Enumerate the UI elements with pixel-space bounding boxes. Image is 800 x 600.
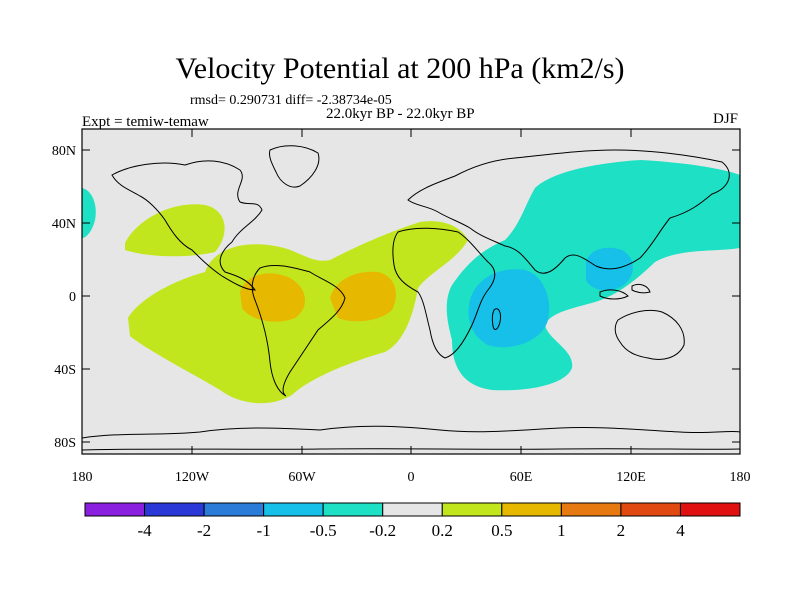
coastlines: [82, 145, 740, 451]
colorbar-label-5: 0.2: [432, 521, 453, 540]
pacific-max-region: [240, 273, 306, 322]
time-period: 22.0kyr BP - 22.0kyr BP: [326, 106, 475, 122]
colorbar-box-10: [679, 502, 741, 517]
longitude-ticks: [81, 129, 741, 454]
colorbar-box-1: [144, 502, 205, 517]
west-edge-negative-region: [82, 188, 96, 238]
colorbar-box-4: [322, 502, 384, 517]
lon-label-180w: 180: [72, 470, 93, 485]
colorbar-box-3: [263, 502, 324, 517]
atlantic-max-region: [330, 271, 396, 322]
colorbar-box-8: [560, 502, 622, 517]
colorbar-label-8: 2: [617, 521, 626, 540]
colorbar-box-0: [84, 502, 146, 517]
colorbar-label-3: -0.5: [310, 521, 337, 540]
rmsd-diff-stats: rmsd= 0.290731 diff= -2.38734e-05: [190, 93, 392, 108]
colorbar-box-6: [441, 502, 503, 517]
lon-label-0: 0: [408, 470, 415, 485]
lon-label-180e: 180: [730, 470, 751, 485]
lon-label-120w: 120W: [175, 470, 210, 485]
colorbar: -4 -2 -1 -0.5 -0.2 0.2 0.5 1 2 4: [84, 502, 741, 540]
colorbar-label-0: -4: [137, 521, 152, 540]
lat-label-80n: 80N: [52, 144, 76, 159]
colorbar-label-9: 4: [676, 521, 685, 540]
experiment-label: Expt = temiw-temaw: [82, 114, 209, 130]
map-title: Velocity Potential at 200 hPa (km2/s): [175, 52, 625, 85]
lon-label-60e: 60E: [510, 470, 533, 485]
latitude-ticks: [82, 149, 740, 443]
season-label: DJF: [713, 111, 739, 127]
colorbar-label-6: 0.5: [491, 521, 512, 540]
lat-label-80s: 80S: [54, 436, 76, 451]
colorbar-label-2: -1: [257, 521, 271, 540]
lat-label-40s: 40S: [54, 363, 76, 378]
colorbar-label-1: -2: [197, 521, 211, 540]
lat-label-40n: 40N: [52, 217, 76, 232]
n-atlantic-positive-region: [125, 204, 225, 257]
lon-label-120e: 120E: [616, 470, 646, 485]
colorbar-box-5: [382, 502, 443, 517]
lon-label-60w: 60W: [288, 470, 316, 485]
colorbar-label-4: -0.2: [369, 521, 396, 540]
colorbar-box-9: [620, 502, 681, 517]
colorbar-label-7: 1: [557, 521, 566, 540]
colorbar-box-7: [501, 502, 562, 517]
lat-label-0: 0: [69, 290, 76, 305]
colorbar-box-2: [203, 502, 265, 517]
